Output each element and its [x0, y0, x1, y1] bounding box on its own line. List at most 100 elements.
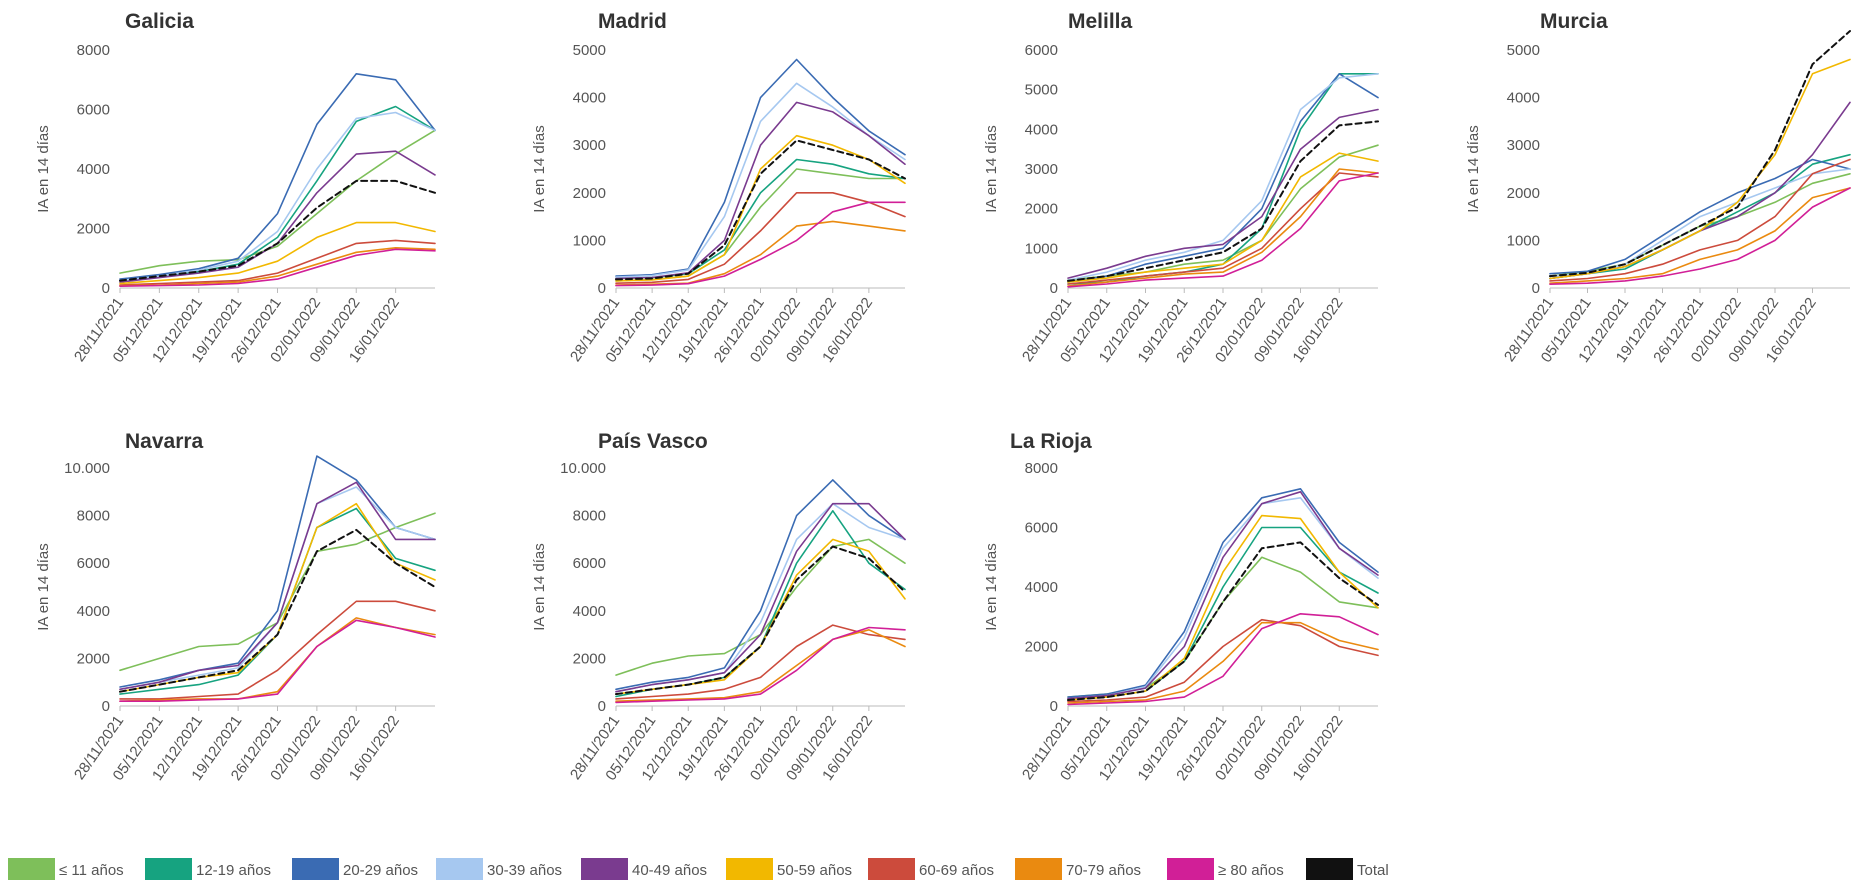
legend-swatch: [292, 858, 339, 880]
series-line: [615, 139, 906, 281]
series-line: [1549, 187, 1851, 286]
y-tick-label: 1000: [1025, 240, 1058, 257]
y-tick-label: 5000: [1025, 82, 1058, 99]
y-tick-label: 6000: [573, 555, 606, 572]
legend-swatch: [436, 858, 483, 880]
y-tick-label: 5000: [1507, 42, 1540, 59]
series-line: [119, 248, 436, 288]
series-line: [119, 221, 436, 285]
legend-label: 40-49 años: [632, 862, 707, 879]
series-line: [1067, 73, 1379, 283]
panel-title: La Rioja: [1010, 430, 1092, 453]
legend-swatch: [8, 858, 55, 880]
series-line: [119, 150, 436, 283]
series-line: [615, 201, 906, 287]
y-tick-label: 2000: [573, 650, 606, 667]
y-tick-label: 8000: [573, 508, 606, 525]
legend-label: 20-29 años: [343, 862, 418, 879]
y-axis-label: IA en 14 días: [1465, 125, 1482, 213]
legend-swatch: [868, 858, 915, 880]
legend-label: 70-79 años: [1066, 862, 1141, 879]
series-line: [119, 105, 436, 282]
y-tick-label: 10.000: [560, 460, 606, 477]
series-line: [615, 538, 906, 676]
legend-label: 12-19 años: [196, 862, 271, 879]
series-line: [1549, 58, 1851, 280]
y-axis-label: IA en 14 días: [35, 543, 52, 631]
panel-1: Madrid IA en 14 días 0 1000 2000 3000 4000 5000…: [531, 10, 906, 366]
panel-3: Murcia IA en 14 días 0 1000 2000 3000 4000 5000…: [1465, 10, 1851, 366]
series-line: [1549, 158, 1851, 275]
y-axis-label: IA en 14 días: [983, 125, 1000, 213]
legend-swatch: [1167, 858, 1214, 880]
series-line: [119, 247, 436, 287]
y-tick-label: 2000: [1025, 639, 1058, 656]
y-tick-label: 0: [102, 698, 110, 715]
series-line: [1067, 120, 1379, 282]
series-line: [1067, 618, 1379, 703]
y-tick-label: 2000: [77, 221, 110, 238]
panel-title: Murcia: [1540, 10, 1608, 33]
y-tick-label: 0: [598, 698, 606, 715]
series-line: [1067, 108, 1379, 279]
y-tick-label: 6000: [77, 102, 110, 119]
series-line: [1067, 496, 1379, 700]
series-line: [615, 509, 906, 698]
legend-swatch: [145, 858, 192, 880]
series-line: [1067, 172, 1379, 288]
legend-swatch: [1306, 858, 1353, 880]
series-line: [119, 111, 436, 282]
y-tick-label: 5000: [573, 42, 606, 59]
series-line: [615, 628, 906, 703]
legend: ≤ 11 años 12-19 años 20-29 años 30-39 años 4…: [8, 858, 1389, 880]
y-tick-label: 8000: [77, 508, 110, 525]
y-tick-label: 10.000: [64, 460, 110, 477]
series-line: [1067, 168, 1379, 287]
series-line: [615, 626, 906, 704]
legend-swatch: [1015, 858, 1062, 880]
y-tick-label: 0: [598, 280, 606, 297]
series-line: [119, 619, 436, 703]
panel-title: Madrid: [598, 10, 667, 33]
panel-5: País Vasco IA en 14 días 0 2000 4000 6000 8000…: [531, 430, 906, 784]
y-tick-label: 3000: [1507, 137, 1540, 154]
series-line: [615, 502, 906, 693]
legend-label: 60-69 años: [919, 862, 994, 879]
y-tick-label: 4000: [77, 603, 110, 620]
y-axis-label: IA en 14 días: [35, 125, 52, 213]
series-line: [615, 502, 906, 693]
series-line: [1067, 541, 1379, 701]
series-line: [1067, 73, 1379, 281]
series-line: [1549, 173, 1851, 277]
series-line: [1067, 144, 1379, 281]
series-line: [615, 101, 906, 280]
y-axis-label: IA en 14 días: [983, 543, 1000, 631]
series-line: [1067, 612, 1379, 706]
y-tick-label: 1000: [573, 232, 606, 249]
series-line: [1067, 621, 1379, 704]
y-tick-label: 1000: [1507, 232, 1540, 249]
panel-title: Melilla: [1068, 10, 1133, 33]
series-line: [615, 545, 906, 696]
series-line: [119, 481, 436, 691]
y-tick-label: 4000: [1025, 579, 1058, 596]
y-tick-label: 6000: [77, 555, 110, 572]
series-line: [1067, 152, 1379, 283]
y-tick-label: 0: [1050, 698, 1058, 715]
y-tick-label: 2000: [1025, 201, 1058, 218]
y-tick-label: 0: [1532, 280, 1540, 297]
y-tick-label: 0: [102, 280, 110, 297]
legend-swatch: [726, 858, 773, 880]
series-line: [119, 455, 436, 688]
y-tick-label: 6000: [1025, 520, 1058, 537]
series-line: [119, 512, 436, 672]
series-line: [1549, 187, 1851, 285]
series-line: [615, 58, 906, 277]
series-line: [615, 538, 906, 695]
panel-title: Navarra: [125, 430, 204, 453]
y-axis-label: IA en 14 días: [531, 543, 548, 631]
y-tick-label: 8000: [77, 42, 110, 59]
y-tick-label: 4000: [1507, 90, 1540, 107]
series-line: [615, 82, 906, 278]
